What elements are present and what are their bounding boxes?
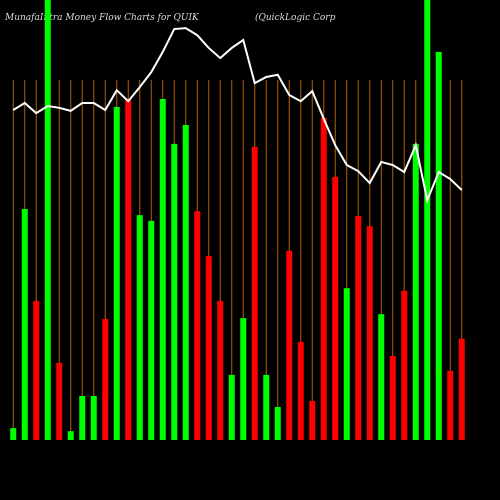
bar <box>355 216 362 440</box>
bar <box>447 370 454 440</box>
bar <box>217 300 224 440</box>
chart-title: MunafaIntra Money Flow Charts for QUIK <box>4 13 200 23</box>
bar <box>320 117 327 441</box>
bar <box>21 209 28 440</box>
bar <box>240 318 247 440</box>
bar <box>182 124 189 441</box>
bar <box>44 0 51 440</box>
bar <box>251 146 258 440</box>
bar <box>286 250 293 440</box>
bar <box>343 288 350 440</box>
bar <box>309 400 316 440</box>
money-flow-line <box>12 27 463 204</box>
bar <box>366 226 373 440</box>
bar <box>297 341 304 440</box>
bar <box>79 396 86 440</box>
chart-subtitle: (QuickLogic Corp <box>255 12 336 23</box>
bar <box>125 99 132 440</box>
bar <box>205 256 212 440</box>
bar <box>90 396 97 440</box>
bar <box>412 143 419 440</box>
bar <box>67 431 74 440</box>
bar <box>10 428 17 440</box>
bar <box>435 51 442 441</box>
bar <box>171 143 178 440</box>
bar <box>194 211 201 440</box>
bar <box>148 220 155 440</box>
bar <box>263 374 270 440</box>
bar <box>332 176 339 440</box>
bar <box>102 319 109 440</box>
bar <box>56 363 63 440</box>
bar <box>159 99 166 440</box>
bar <box>458 338 465 440</box>
bar <box>228 374 235 440</box>
bar <box>274 407 281 440</box>
bar <box>378 314 385 440</box>
bar <box>389 355 396 440</box>
bar <box>401 290 408 440</box>
bar <box>424 0 431 440</box>
bar <box>113 106 120 441</box>
bar <box>136 215 143 440</box>
bar <box>33 300 40 440</box>
